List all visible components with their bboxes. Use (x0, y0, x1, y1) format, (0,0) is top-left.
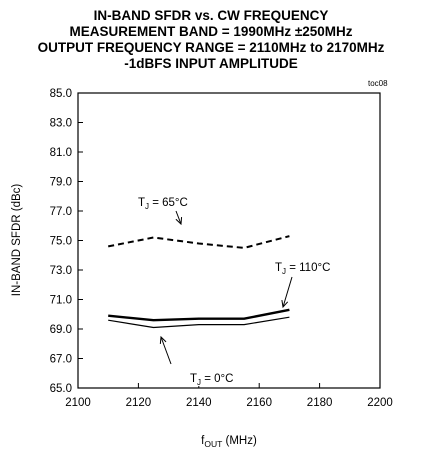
y-tick-label: 81.0 (50, 147, 72, 159)
annotation-pointer (160, 336, 172, 365)
annotation-background (133, 193, 193, 211)
x-axis-label-main: f (201, 435, 205, 447)
plot-frame (77, 92, 381, 389)
series-label-rest: = 0°C (201, 373, 233, 385)
x-tick-label: 2120 (126, 397, 152, 409)
y-tick-label: 69.0 (50, 324, 72, 336)
series-label-0: TJ = 65°C (138, 197, 188, 211)
annotation-pointer (175, 210, 182, 225)
series-label-main: T (190, 373, 197, 385)
annotation-pointer (282, 276, 293, 308)
series-label-rest: = 110°C (286, 262, 330, 274)
series-label-1: TJ = 110°C (275, 262, 330, 276)
annotation-arrowhead (175, 216, 183, 226)
series-line-0 (108, 235, 290, 249)
title-line-3: OUTPUT FREQUENCY RANGE = 2110MHz to 2170… (37, 40, 385, 55)
y-tick-label: 85.0 (50, 88, 72, 100)
series-lines (108, 235, 290, 329)
x-tick-label: 2140 (186, 397, 212, 409)
x-axis-label-unit: (MHz) (222, 435, 257, 447)
series-label-sub: J (282, 267, 286, 276)
series-label-rest: = 65°C (149, 197, 188, 209)
series-line-1 (108, 308, 290, 322)
annotation-background (269, 258, 337, 276)
y-tick-label: 77.0 (50, 206, 72, 218)
y-tick-label: 71.0 (50, 295, 72, 307)
series-label-main: T (138, 197, 145, 209)
title-line-1: IN-BAND SFDR vs. CW FREQUENCY (93, 8, 329, 23)
x-axis-label-sub: OUT (204, 439, 222, 449)
annotation-arrowhead (159, 335, 167, 345)
series-label-sub: J (197, 378, 201, 387)
title-line-2: MEASUREMENT BAND = 1990MHz ±250MHz (69, 24, 353, 39)
series-label-2: TJ = 0°C (190, 373, 233, 387)
title-line-4: -1dBFS INPUT AMPLITUDE (124, 56, 298, 71)
y-tick-label: 73.0 (50, 265, 72, 277)
x-tick-label: 2100 (65, 397, 91, 409)
y-tick-label: 75.0 (50, 236, 72, 248)
series-annotations: TJ = 65°CTJ = 110°CTJ = 0°C (133, 193, 337, 387)
y-tick-label: 65.0 (50, 383, 72, 395)
y-tick-label: 83.0 (50, 118, 72, 130)
annotation-background (183, 368, 243, 386)
series-label-main: T (275, 262, 282, 274)
axis-ticks: 65.0 67.0 69.0 71.0 73.0 75.0 77.0 79.0 81.0 83.0… (50, 88, 393, 409)
y-tick-label: 67.0 (50, 354, 72, 366)
figure-tag: toc08 (368, 79, 388, 88)
x-axis-label: fOUT (MHz) (201, 435, 257, 449)
x-tick-label: 2160 (246, 397, 272, 409)
annotation-arrowhead (281, 300, 289, 309)
y-tick-label: 79.0 (50, 177, 72, 189)
x-tick-label: 2200 (367, 397, 393, 409)
series-line-2 (108, 316, 290, 329)
y-axis-label: IN-BAND SFDR (dBc) (11, 184, 23, 297)
series-label-sub: J (145, 202, 149, 211)
x-tick-label: 2180 (307, 397, 333, 409)
